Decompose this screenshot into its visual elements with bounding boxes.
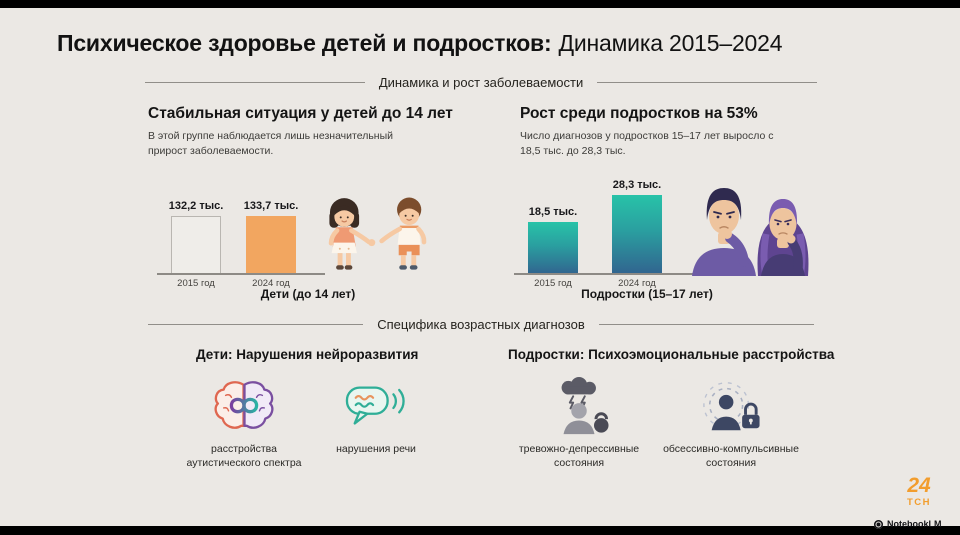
teens-illustration (692, 188, 809, 276)
divider-line (597, 81, 818, 83)
infographic-slide: Психическое здоровье детей и подростков:… (0, 8, 960, 529)
diagnosis-label: тревожно-депрессивные состояния (518, 443, 640, 469)
notebooklm-watermark: NotebookLM (874, 519, 942, 529)
divider-line (145, 81, 365, 83)
bar-value-label: 18,5 тыс. (528, 206, 578, 219)
x-tick-2015: 2015 год (177, 278, 215, 289)
tsn24-number: 24 (907, 474, 931, 497)
speech-bubble-icon (345, 386, 405, 425)
x-tick-2015: 2015 год (534, 278, 572, 289)
divider-diagnoses: Специфика возрастных диагнозов (148, 316, 814, 332)
bar-2024 (246, 215, 296, 274)
x-tick-2024: 2024 год (252, 278, 290, 289)
bar-2015 (171, 216, 221, 274)
page-title: Психическое здоровье детей и подростков:… (57, 30, 783, 57)
diagnosis-item-ocd: обсессивно-компульсивные состояния (663, 376, 799, 470)
anxiety-depression-icon (561, 376, 609, 435)
bar-group-2015: 18,5 тыс. (528, 206, 578, 274)
teens-heading: Рост среди подростков на 53% (520, 105, 758, 122)
children-illustration (328, 197, 427, 270)
bar-2015 (528, 222, 578, 274)
bar-value-label: 132,2 тыс. (168, 200, 224, 213)
divider-dynamics-label: Динамика и рост заболеваемости (378, 74, 584, 90)
autism-brain-icon (214, 381, 274, 429)
children-bar-chart: 132,2 тыс. 133,7 тыс. (168, 164, 299, 274)
notebooklm-icon (874, 519, 883, 529)
children-chart-caption: Дети (до 14 лет) (260, 287, 356, 301)
bar-group-2015: 132,2 тыс. (168, 200, 224, 274)
children-chart-baseline (157, 273, 325, 275)
children-diagnoses-heading: Дети: Нарушения нейроразвития (196, 347, 419, 362)
tsn24-name: ТСН (906, 497, 932, 508)
ocd-lock-icon (703, 382, 760, 431)
notebooklm-label: NotebookLM (887, 519, 942, 529)
x-tick-2024: 2024 год (618, 278, 656, 289)
diagnosis-item-autism: расстройства аутистического спектра (183, 376, 305, 470)
diagnosis-label: расстройства аутистического спектра (186, 443, 302, 469)
bar-group-2024: 133,7 тыс. (243, 199, 299, 274)
divider-line (148, 323, 364, 325)
bar-value-label: 28,3 тыс. (612, 178, 662, 191)
children-description: В этой группе наблюдается лишь незначите… (148, 130, 394, 157)
tsn24-channel-logo: 24 ТСН (899, 475, 939, 508)
page-title-regular: Динамика 2015–2024 (558, 30, 783, 56)
bar-group-2024: 28,3 тыс. (612, 179, 662, 274)
children-heading: Стабильная ситуация у детей до 14 лет (148, 105, 453, 122)
bar-2024 (612, 194, 662, 274)
teens-diagnoses-heading: Подростки: Психоэмоциональные расстройст… (508, 347, 835, 362)
diagnosis-label: обсессивно-компульсивные состояния (663, 443, 799, 469)
diagnosis-item-speech: нарушения речи (318, 376, 434, 457)
divider-diagnoses-label: Специфика возрастных диагнозов (377, 316, 585, 332)
bar-value-label: 133,7 тыс. (243, 199, 299, 212)
teens-chart-caption: Подростки (15–17 лет) (581, 287, 713, 301)
diagnosis-item-anxiety-depression: тревожно-депрессивные состояния (513, 376, 645, 470)
teens-description: Число диагнозов у подростков 15–17 лет в… (520, 130, 774, 157)
page-title-bold: Психическое здоровье детей и подростков: (57, 30, 552, 56)
divider-dynamics: Динамика и рост заболеваемости (145, 74, 818, 90)
divider-line (598, 323, 814, 325)
teens-bar-chart: 18,5 тыс. 28,3 тыс. (528, 138, 662, 274)
teens-chart-baseline (514, 273, 694, 275)
diagnosis-label: нарушения речи (336, 443, 416, 455)
